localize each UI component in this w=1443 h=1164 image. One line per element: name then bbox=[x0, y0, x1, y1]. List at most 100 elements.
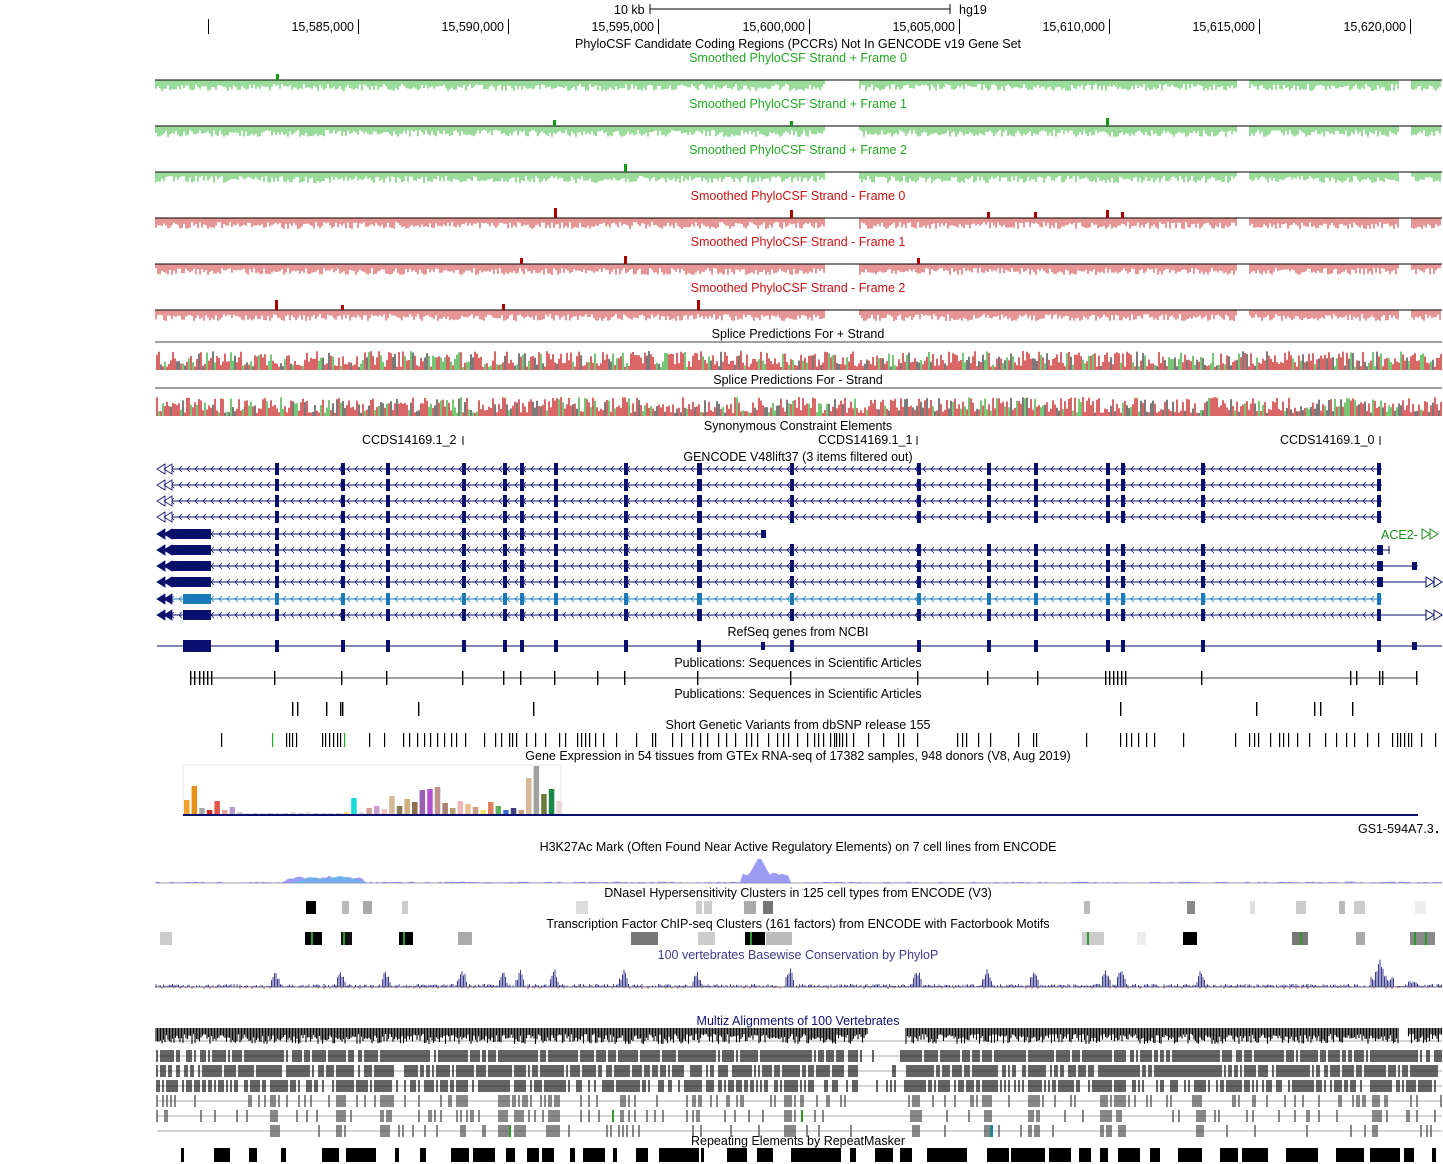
exon-block bbox=[790, 544, 794, 556]
multiz-alignment-blocks[interactable] bbox=[0, 0, 1443, 1140]
publication-feature bbox=[462, 671, 464, 685]
gtex-tissue-bar bbox=[480, 810, 486, 814]
ccds-label-1[interactable]: CCDS14169.1_2 bbox=[362, 433, 457, 447]
exon-block bbox=[341, 593, 345, 605]
multiz-track-title[interactable]: Multiz Alignments of 100 Vertebrates bbox=[696, 1014, 900, 1028]
ccds-label-2[interactable]: CCDS14169.1_1 bbox=[818, 433, 913, 447]
phylocsf-minus-frame0-title[interactable]: Smoothed PhyloCSF Strand - Frame 0 bbox=[690, 189, 906, 203]
exon-block bbox=[503, 560, 507, 572]
gencode-track-title[interactable]: GENCODE V48lift37 (3 items filtered out) bbox=[683, 450, 913, 464]
exon-block bbox=[1034, 495, 1038, 507]
snp-variant bbox=[652, 733, 654, 747]
exon-block bbox=[987, 511, 991, 523]
ruler-tick bbox=[358, 19, 359, 34]
gtex-tissue-bar bbox=[237, 812, 243, 814]
repeat-element bbox=[659, 1148, 699, 1162]
phylocsf-plus-frame0-title[interactable]: Smoothed PhyloCSF Strand + Frame 0 bbox=[689, 51, 907, 65]
phylocsf-minus-frame1-title[interactable]: Smoothed PhyloCSF Strand - Frame 1 bbox=[690, 235, 906, 249]
publication-feature bbox=[292, 702, 294, 716]
publication-feature bbox=[554, 671, 556, 685]
snp-variant bbox=[783, 733, 785, 747]
snp-variant bbox=[672, 733, 674, 747]
phylocsf-negative-signal bbox=[155, 126, 1441, 137]
gtex-expression-bars[interactable] bbox=[0, 0, 1443, 833]
gtex-tissue-bar bbox=[488, 802, 494, 814]
multiz-alignment-block bbox=[156, 1050, 1442, 1062]
multiz-alignment-block bbox=[156, 1080, 1436, 1092]
synonymous-constraint-title[interactable]: Synonymous Constraint Elements bbox=[703, 419, 893, 433]
exon-block bbox=[1377, 495, 1381, 507]
publications-track-title-2[interactable]: Publications: Sequences in Scientific Ar… bbox=[674, 687, 922, 701]
splice-plus-title[interactable]: Splice Predictions For + Strand bbox=[711, 327, 885, 341]
gtex-gene-label[interactable]: GS1-594A7.3 bbox=[1358, 822, 1434, 836]
gencode-transcripts[interactable] bbox=[0, 0, 1443, 660]
gtex-tissue-bar bbox=[556, 801, 562, 814]
exon-block bbox=[386, 479, 390, 491]
exon-block bbox=[624, 609, 628, 621]
repeat-element bbox=[1404, 1148, 1414, 1162]
refseq-exon bbox=[624, 640, 628, 652]
splice-minus-title[interactable]: Splice Predictions For - Strand bbox=[713, 373, 883, 387]
refseq-exon bbox=[520, 640, 524, 652]
phylocsf-peak bbox=[697, 300, 700, 310]
repeat-element bbox=[333, 1148, 339, 1162]
gtex-tissue-bar bbox=[222, 810, 228, 814]
exon-block bbox=[790, 479, 794, 491]
snp-variant bbox=[1258, 733, 1260, 747]
exon-block bbox=[987, 609, 991, 621]
gtex-tissue-bar bbox=[389, 796, 395, 814]
repeat-element bbox=[636, 1148, 648, 1162]
exon-block bbox=[917, 560, 921, 572]
phylocsf-signal-tracks[interactable] bbox=[0, 0, 1443, 330]
snp-variant bbox=[437, 733, 439, 747]
exon-block bbox=[554, 495, 558, 507]
snp-variant bbox=[501, 733, 503, 747]
dbsnp-variants[interactable] bbox=[0, 0, 1443, 750]
ccds-label-3[interactable]: CCDS14169.1_0 bbox=[1280, 433, 1375, 447]
phylocsf-plus-frame2-title[interactable]: Smoothed PhyloCSF Strand + Frame 2 bbox=[689, 143, 907, 157]
snp-variant bbox=[1397, 733, 1399, 747]
publication-feature bbox=[203, 671, 205, 685]
dnase-cluster bbox=[1250, 901, 1255, 914]
regulation-clusters[interactable] bbox=[0, 0, 1443, 950]
h3k27ac-signal[interactable] bbox=[0, 0, 1443, 890]
dbsnp-track-title[interactable]: Short Genetic Variants from dbSNP releas… bbox=[665, 718, 931, 732]
phylocsf-minus-frame2-title[interactable]: Smoothed PhyloCSF Strand - Frame 2 bbox=[690, 281, 906, 295]
refseq-exon bbox=[790, 640, 794, 652]
phylocsf-negative-signal bbox=[155, 172, 1441, 183]
phylop-track-title[interactable]: 100 vertebrates Basewise Conservation by… bbox=[657, 948, 939, 962]
ace2-transcript-label[interactable]: ACE2- bbox=[1381, 528, 1418, 542]
dnase-track-title[interactable]: DNaseI Hypersensitivity Clusters in 125 … bbox=[604, 886, 992, 900]
exon-block bbox=[183, 610, 211, 620]
repeatmasker-track-title[interactable]: Repeating Elements by RepeatMasker bbox=[690, 1134, 906, 1148]
exon-block bbox=[520, 463, 524, 475]
multiz-alignment-block bbox=[156, 1065, 1438, 1077]
snp-variant bbox=[898, 733, 900, 747]
repeat-element bbox=[281, 1148, 286, 1162]
h3k27ac-track-title[interactable]: H3K27Ac Mark (Often Found Near Active Re… bbox=[539, 840, 1057, 854]
exon-block bbox=[624, 544, 628, 556]
phylocsf-peak bbox=[624, 164, 627, 172]
snp-variant bbox=[1270, 733, 1272, 747]
snp-variant bbox=[451, 733, 453, 747]
tfbs-track-title[interactable]: Transcription Factor ChIP-seq Clusters (… bbox=[546, 917, 1050, 931]
phylop-conservation-signal[interactable] bbox=[0, 0, 1443, 1000]
exon-block bbox=[987, 576, 991, 588]
exon-block bbox=[554, 511, 558, 523]
tfbs-motif bbox=[1300, 932, 1302, 945]
gtex-track-title[interactable]: Gene Expression in 54 tissues from GTEx … bbox=[525, 749, 1071, 763]
gtex-tissue-bar bbox=[244, 813, 251, 814]
exon-block bbox=[624, 479, 628, 491]
exon-block bbox=[554, 609, 558, 621]
pccr-track-title[interactable]: PhyloCSF Candidate Coding Regions (PCCRs… bbox=[574, 37, 1022, 51]
publication-features[interactable] bbox=[0, 0, 1443, 720]
snp-variant bbox=[966, 733, 968, 747]
multiz-alignment-block bbox=[270, 1125, 1432, 1137]
gtex-tissue-bar bbox=[206, 810, 213, 814]
refseq-track-title[interactable]: RefSeq genes from NCBI bbox=[727, 625, 869, 639]
phylocsf-plus-frame1-title[interactable]: Smoothed PhyloCSF Strand + Frame 1 bbox=[689, 97, 907, 111]
splice-prediction-bars[interactable] bbox=[0, 0, 1443, 420]
publications-track-title-1[interactable]: Publications: Sequences in Scientific Ar… bbox=[674, 656, 922, 670]
